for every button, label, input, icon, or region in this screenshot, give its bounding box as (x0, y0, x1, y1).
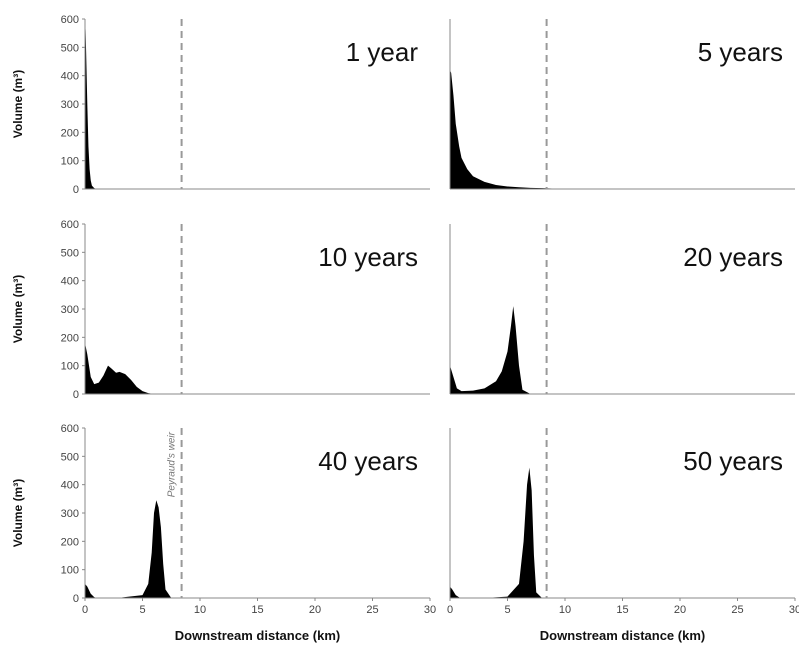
panel-label: 20 years (683, 242, 783, 272)
x-tick-label: 15 (251, 604, 263, 616)
volume-area-4 (450, 306, 795, 394)
x-tick-label: 30 (424, 604, 436, 616)
x-tick-label: 10 (559, 604, 571, 616)
x-tick-label: 20 (674, 604, 686, 616)
y-tick-label: 0 (73, 184, 79, 196)
x-tick-label: 5 (504, 604, 510, 616)
y-tick-label: 400 (61, 276, 79, 288)
y-tick-label: 500 (61, 247, 79, 259)
volume-area-2 (450, 70, 795, 189)
panel-label: 5 years (698, 37, 783, 67)
panel-label: 10 years (318, 242, 418, 272)
panel-label: 50 years (683, 446, 783, 476)
x-tick-label: 0 (447, 604, 453, 616)
y-tick-label: 600 (61, 219, 79, 231)
y-axis-title: Volume (m³) (11, 70, 25, 138)
y-tick-label: 400 (61, 480, 79, 492)
y-tick-label: 200 (61, 536, 79, 548)
x-tick-label: 20 (309, 604, 321, 616)
y-tick-label: 500 (61, 42, 79, 54)
y-tick-label: 100 (61, 156, 79, 168)
y-tick-label: 300 (61, 99, 79, 111)
panel-label: 1 year (346, 37, 419, 67)
x-axis-title: Downstream distance (km) (175, 628, 340, 643)
volume-area-5 (85, 500, 430, 598)
x-tick-label: 5 (139, 604, 145, 616)
y-axis-title: Volume (m³) (11, 479, 25, 547)
y-tick-label: 400 (61, 71, 79, 83)
x-axis-title: Downstream distance (km) (540, 628, 705, 643)
y-tick-label: 300 (61, 508, 79, 520)
y-tick-label: 500 (61, 451, 79, 463)
y-tick-label: 300 (61, 304, 79, 316)
y-tick-label: 100 (61, 565, 79, 577)
volume-area-3 (85, 343, 430, 394)
y-tick-label: 600 (61, 423, 79, 435)
x-tick-label: 25 (366, 604, 378, 616)
x-tick-label: 10 (194, 604, 206, 616)
x-tick-label: 25 (731, 604, 743, 616)
weir-label: Peyraud's weir (167, 431, 178, 497)
y-tick-label: 0 (73, 593, 79, 605)
panel-label: 40 years (318, 446, 418, 476)
x-tick-label: 0 (82, 604, 88, 616)
y-tick-label: 200 (61, 332, 79, 344)
y-axis-title: Volume (m³) (11, 275, 25, 343)
x-tick-label: 30 (789, 604, 799, 616)
x-tick-label: 15 (616, 604, 628, 616)
volume-area-6 (450, 467, 795, 598)
y-tick-label: 100 (61, 361, 79, 373)
y-tick-label: 600 (61, 14, 79, 26)
y-tick-label: 0 (73, 389, 79, 401)
y-tick-label: 200 (61, 127, 79, 139)
